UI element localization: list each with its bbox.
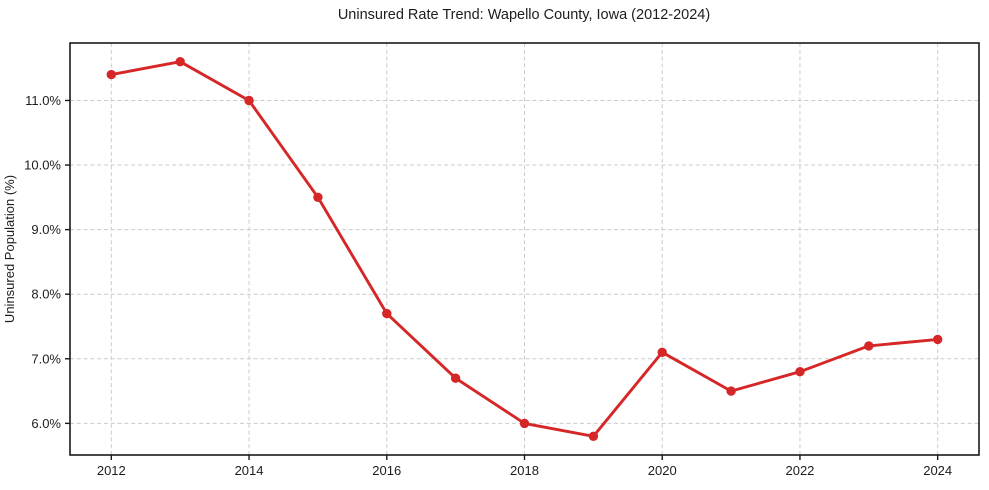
y-tick-label: 7.0% [31, 351, 61, 366]
x-tick-label: 2022 [785, 463, 814, 478]
data-point-marker [519, 418, 530, 429]
data-point-marker [244, 95, 254, 106]
data-point-marker [175, 57, 185, 67]
y-tick-label: 6.0% [31, 416, 61, 431]
data-point-marker [313, 192, 323, 202]
data-point-marker [864, 341, 874, 351]
data-point-marker [933, 334, 943, 345]
y-tick-label: 10.0% [24, 158, 61, 173]
x-tick-label: 2016 [372, 463, 401, 478]
data-point-marker [450, 373, 461, 383]
chart-title: Uninsured Rate Trend: Wapello County, Io… [338, 7, 710, 23]
data-point-marker [657, 347, 667, 357]
data-point-marker [382, 308, 392, 319]
x-tick-label: 2024 [923, 463, 952, 478]
trend-line-series [106, 57, 943, 441]
y-tick-label: 11.0% [25, 93, 61, 108]
x-tick-label: 2012 [97, 463, 126, 478]
x-tick-label: 2020 [648, 463, 677, 478]
x-tick-label: 2014 [235, 463, 264, 478]
data-point-marker [106, 69, 117, 80]
y-tick-label: 8.0% [31, 287, 61, 302]
grid-layer [70, 43, 979, 455]
y-axis-label: Uninsured Population (%) [2, 175, 17, 323]
y-tick-label: 9.0% [31, 222, 61, 237]
x-tick-label: 2018 [510, 463, 539, 478]
data-point-marker [588, 431, 599, 441]
tick-layer: 2012 2014 2016 2018 2020 2022 2024 6.0% 7.0% 8.0%… [24, 93, 952, 478]
data-point-marker [795, 367, 805, 377]
data-point-marker [726, 386, 736, 396]
